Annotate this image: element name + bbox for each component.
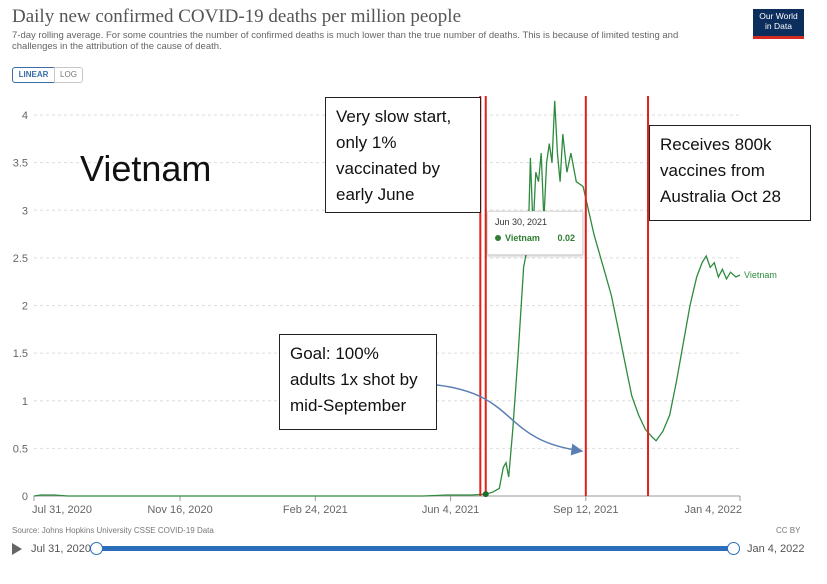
annotation-goal: Goal: 100% adults 1x shot by mid-Septemb… bbox=[279, 334, 437, 430]
annotation-line: Very slow start, bbox=[336, 107, 452, 126]
annotation-line: Receives 800k bbox=[660, 135, 772, 154]
country-annotation: Vietnam bbox=[80, 148, 212, 189]
source-note[interactable]: Source: Johns Hopkins University CSSE CO… bbox=[12, 526, 214, 535]
series-line-vietnam bbox=[33, 100, 741, 497]
x-tick-label: Jun 4, 2021 bbox=[422, 504, 480, 516]
series-end-label: Vietnam bbox=[744, 270, 777, 280]
chart-title: Daily new confirmed COVID-19 deaths per … bbox=[12, 6, 462, 27]
x-tick-label: Feb 24, 2021 bbox=[283, 504, 348, 516]
tooltip-date: Jun 30, 2021 bbox=[495, 217, 548, 227]
annotation-line: early June bbox=[336, 185, 415, 204]
log-scale-button[interactable]: LOG bbox=[54, 67, 83, 83]
annotation-line: vaccinated by bbox=[336, 159, 440, 178]
y-tick-label: 2.5 bbox=[13, 253, 28, 265]
annotation-line: adults 1x shot by bbox=[290, 370, 418, 389]
annotation-line: vaccines from bbox=[660, 161, 765, 180]
y-tick-label: 2 bbox=[22, 301, 28, 313]
series-color-dot bbox=[495, 235, 501, 241]
owid-logo[interactable]: Our World in Data bbox=[753, 9, 804, 39]
timeline-end-label: Jan 4, 2022 bbox=[747, 543, 805, 555]
play-icon[interactable] bbox=[12, 543, 22, 555]
license-link[interactable]: CC BY bbox=[776, 526, 801, 535]
x-tick-label: Jul 31, 2020 bbox=[32, 504, 92, 516]
hover-point-dot bbox=[482, 491, 489, 498]
x-tick-label: Jan 4, 2022 bbox=[685, 504, 743, 516]
y-tick-label: 1 bbox=[22, 396, 28, 408]
chart-subtitle: 7-day rolling average. For some countrie… bbox=[12, 30, 679, 52]
goal-arrow bbox=[436, 384, 584, 456]
x-tick-label: Nov 16, 2020 bbox=[147, 504, 212, 516]
timeline-start-handle[interactable] bbox=[90, 542, 103, 555]
annotation-line: Australia Oct 28 bbox=[660, 187, 781, 206]
annotation-line: mid-September bbox=[290, 396, 407, 415]
logo-line-1: Our World bbox=[759, 11, 798, 21]
y-tick-label: 3.5 bbox=[13, 158, 28, 170]
tooltip-row: Vietnam 0.02 bbox=[495, 233, 575, 243]
annotation-line: Goal: 100% bbox=[290, 344, 379, 363]
annotation-australia-vaccines: Receives 800k vaccines from Australia Oc… bbox=[649, 125, 811, 221]
y-tick-label: 4 bbox=[22, 110, 28, 122]
logo-line-2: in Data bbox=[765, 21, 792, 31]
y-tick-label: 1.5 bbox=[13, 348, 28, 360]
y-tick-label: 0.5 bbox=[13, 443, 28, 455]
hover-tooltip: Jun 30, 2021 Vietnam 0.02 bbox=[487, 211, 583, 255]
timeline-end-handle[interactable] bbox=[727, 542, 740, 555]
tooltip-series: Vietnam bbox=[505, 233, 540, 243]
annotation-line: only 1% bbox=[336, 133, 397, 152]
y-tick-label: 0 bbox=[22, 491, 28, 503]
annotation-slow-start: Very slow start, only 1% vaccinated by e… bbox=[325, 97, 481, 213]
y-tick-label: 3 bbox=[22, 205, 28, 217]
x-tick-label: Sep 12, 2021 bbox=[553, 504, 618, 516]
tooltip-value: 0.02 bbox=[557, 233, 575, 243]
timeline-track[interactable] bbox=[95, 546, 738, 551]
timeline-start-label: Jul 31, 2020 bbox=[31, 543, 91, 555]
